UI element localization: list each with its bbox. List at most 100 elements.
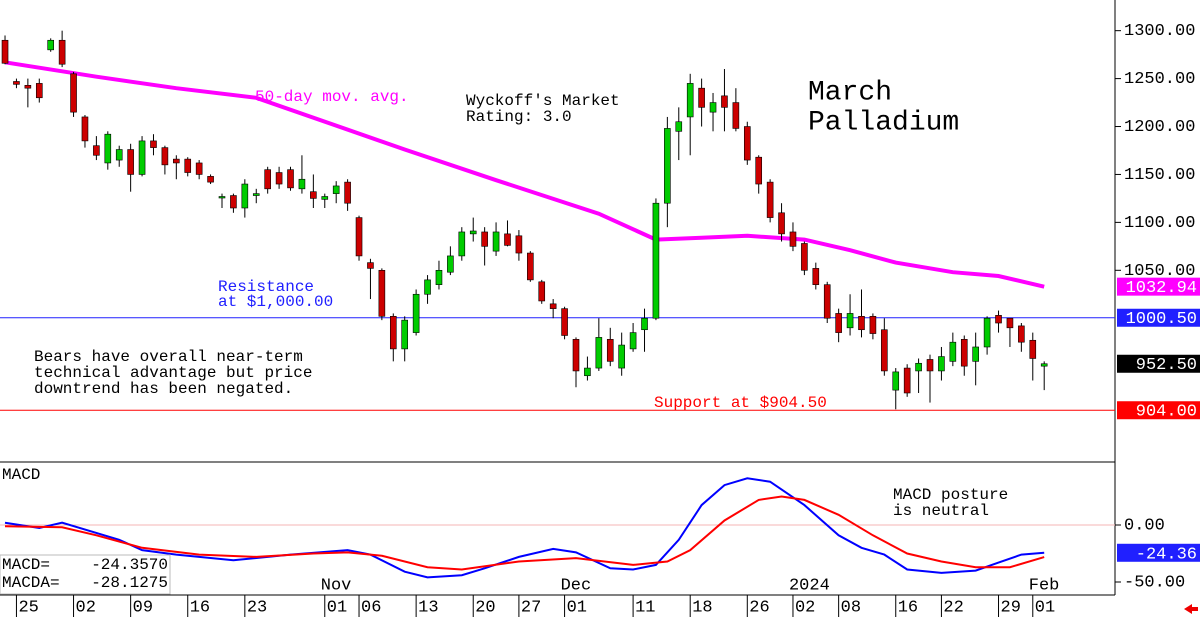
candle-body	[138, 140, 146, 175]
month-label: Dec	[561, 576, 592, 595]
candle-body	[458, 231, 466, 257]
price-tag	[1117, 308, 1200, 327]
candle-body	[389, 316, 397, 350]
candle-body	[789, 231, 797, 247]
support-label: Support at $904.50	[654, 394, 827, 412]
candle-body	[378, 269, 386, 317]
y-tick-label: 0.00	[1124, 516, 1165, 535]
candle-body	[481, 231, 488, 247]
candle-body	[504, 233, 511, 246]
candle-body	[915, 362, 922, 372]
candle-body	[298, 178, 306, 190]
candle-body	[344, 181, 351, 204]
candle-body	[686, 83, 694, 118]
candle-body	[652, 202, 660, 319]
candle-body	[983, 317, 991, 348]
candle-body	[960, 339, 968, 367]
candle-body	[709, 102, 717, 113]
x-tick-label: 06	[361, 598, 381, 617]
candle-body	[721, 95, 728, 108]
x-tick-label: 01	[567, 598, 587, 617]
candle-body	[218, 196, 226, 199]
note: technical advantage but price	[34, 364, 312, 382]
note: downtrend has been negated.	[34, 380, 293, 398]
candle-body	[35, 83, 43, 99]
x-tick-label: 16	[190, 598, 210, 617]
candle-body	[698, 87, 705, 108]
candle-body	[195, 162, 203, 175]
x-tick-label: 29	[1001, 598, 1021, 617]
x-tick-label: 22	[943, 598, 963, 617]
candle-body	[47, 39, 55, 51]
candle-body	[675, 121, 683, 132]
candle-body	[743, 126, 751, 161]
candle-body	[732, 102, 740, 129]
x-tick-label: 01	[1035, 598, 1055, 617]
candle-body	[150, 140, 157, 148]
candle-body	[1029, 339, 1037, 359]
macd-annotation: is neutral	[893, 502, 989, 520]
plot-area: 1300.00 1250.00 1200.00 1150.00 1100.00 1050.…	[0, 22, 1200, 617]
y-tick-label: -50.00	[1124, 573, 1185, 592]
month-label: Feb	[1029, 576, 1060, 595]
candle-body	[515, 235, 523, 254]
macd-line	[4, 495, 1045, 571]
rating: Rating: 3.0	[466, 108, 572, 126]
macd-line	[4, 477, 1045, 579]
y-tick-label: 1300.00	[1124, 22, 1195, 41]
candle-body	[584, 367, 591, 377]
candle-body	[435, 269, 443, 285]
x-tick-label: 11	[635, 598, 655, 617]
candle-body	[367, 262, 374, 269]
candle-body	[184, 158, 192, 173]
x-tick-label: 01	[327, 598, 347, 617]
candle-body	[972, 346, 979, 362]
candle-body	[823, 284, 831, 319]
x-tick-label: 20	[475, 598, 495, 617]
candle-body	[846, 313, 854, 329]
readout-name: MACD=	[2, 556, 50, 574]
candle-body	[881, 329, 888, 372]
scroll-arrow[interactable]	[1184, 604, 1198, 614]
x-tick-label: 02	[76, 598, 96, 617]
candle-body	[1040, 363, 1048, 367]
candle-body	[561, 308, 568, 336]
resistance-label: Resistance	[218, 278, 314, 296]
candle-body	[241, 183, 249, 209]
note: Bears have overall near-term	[34, 348, 303, 366]
candle-body	[835, 313, 842, 333]
candle-body	[207, 176, 214, 183]
x-tick-label: 09	[133, 598, 153, 617]
y-tick-label: 1200.00	[1124, 118, 1195, 137]
x-tick-label: 13	[418, 598, 438, 617]
price-tag-label: -24.36	[1136, 545, 1197, 564]
candle-body	[778, 212, 785, 235]
x-tick-label: 26	[749, 598, 769, 617]
candle-body	[252, 193, 260, 196]
candle-body	[1018, 325, 1025, 343]
candle-body	[1, 39, 9, 64]
candle-body	[81, 116, 89, 142]
candle-body	[812, 268, 820, 285]
candle-body	[629, 332, 637, 350]
labels: 50-day mov. avg. Wyckoff's Market Rating…	[2, 77, 1008, 520]
readout-value: -24.3570	[91, 556, 168, 574]
candle-body	[549, 303, 557, 309]
y-tick-label: 1150.00	[1124, 166, 1195, 185]
chart-title: March	[808, 77, 892, 108]
candle-body	[801, 243, 808, 271]
candle-body	[332, 185, 340, 194]
candle-body	[858, 316, 865, 331]
candle-body	[24, 85, 32, 89]
candle-body	[310, 191, 317, 199]
candle-body	[264, 169, 271, 190]
candle-body	[766, 181, 774, 218]
candle-body	[70, 73, 77, 113]
candle-body	[595, 337, 603, 369]
candle-body	[664, 128, 671, 204]
x-tick-label: 18	[692, 598, 712, 617]
x-tick-label: 16	[898, 598, 918, 617]
candle-body	[104, 133, 112, 164]
candle-body	[275, 172, 283, 185]
